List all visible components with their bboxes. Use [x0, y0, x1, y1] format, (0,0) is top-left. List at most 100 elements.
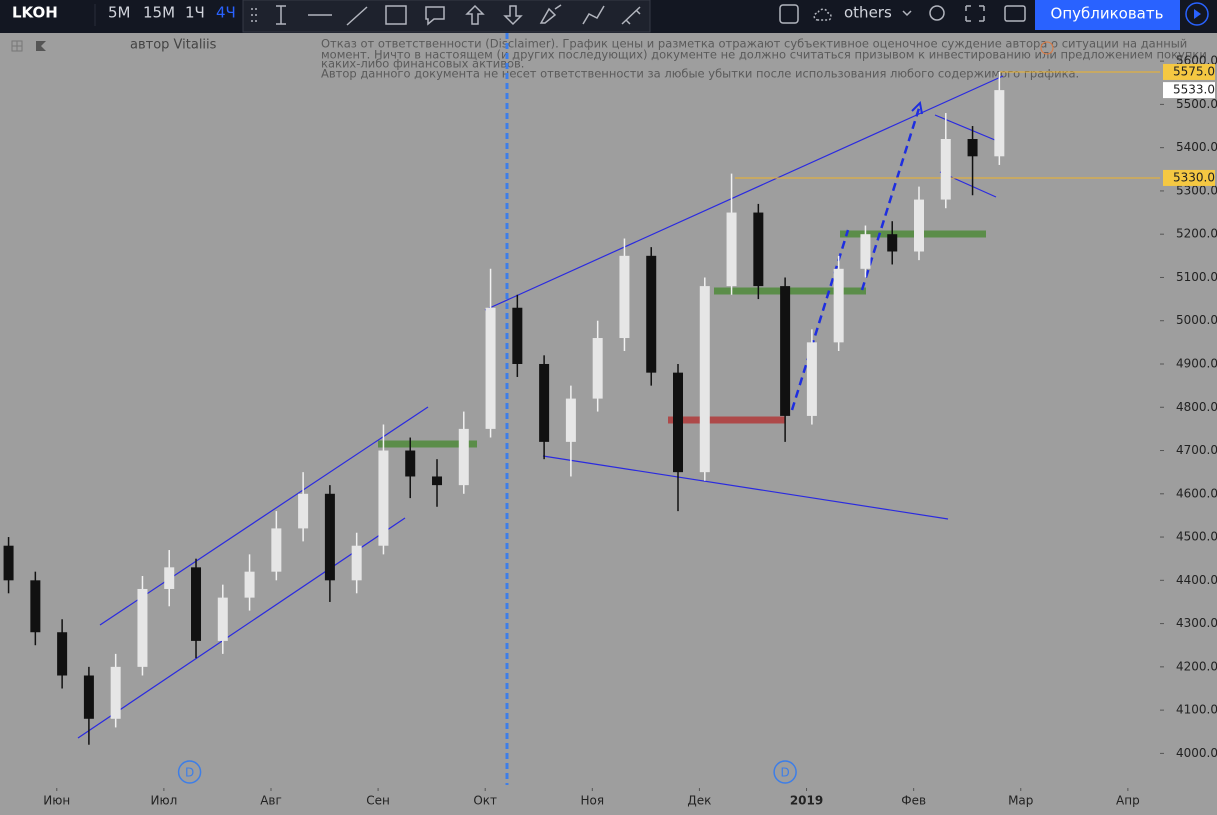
- candle-body: [191, 567, 202, 641]
- price-label-box: [1163, 63, 1215, 80]
- y-tick-label: 4200.0: [1176, 659, 1217, 673]
- event-marker: [773, 760, 797, 784]
- candle-body: [539, 363, 550, 442]
- candle-body: [378, 450, 389, 546]
- play[interactable]: [1185, 2, 1209, 26]
- price-label: 5575.0: [1173, 64, 1215, 78]
- interval-active[interactable]: 4Ч: [216, 4, 236, 22]
- y-tick-label: 5300.0: [1176, 183, 1217, 197]
- y-tick-label: 5500.0: [1176, 97, 1217, 111]
- x-tick-label: Ноя: [581, 794, 605, 808]
- candle-body: [485, 307, 496, 429]
- checkbox[interactable]: [779, 4, 799, 24]
- interval[interactable]: 5М: [108, 4, 131, 22]
- candle-body: [914, 199, 925, 252]
- price-label: 5533.0: [1173, 83, 1215, 97]
- candle-body: [324, 493, 335, 581]
- trend-line: [484, 75, 1004, 311]
- candle-body: [217, 597, 228, 641]
- candle-body: [137, 588, 148, 667]
- trend-line: [99, 406, 429, 626]
- y-tick-label: 5200.0: [1176, 227, 1217, 241]
- candle-body: [967, 139, 978, 157]
- fullscreen[interactable]: [965, 5, 985, 22]
- play-icon: [1194, 9, 1201, 19]
- candle-body: [592, 338, 603, 399]
- trend-line: [542, 455, 949, 520]
- y-tick-label: 4500.0: [1176, 530, 1217, 544]
- x-tick-label: Авг: [260, 794, 282, 808]
- candle-body: [887, 234, 898, 252]
- y-tick-label: 4300.0: [1176, 616, 1217, 630]
- event-marker: [177, 760, 202, 784]
- arrow-head: [911, 100, 923, 115]
- y-tick-label: 4400.0: [1176, 573, 1217, 587]
- candle-body: [244, 571, 255, 598]
- drawing-toolbar: [242, 0, 651, 33]
- flag-icon[interactable]: [36, 41, 46, 51]
- candle-body: [833, 268, 844, 343]
- symbol[interactable]: LKOH: [12, 4, 58, 22]
- candle-body: [110, 666, 121, 719]
- candle-body: [30, 580, 41, 633]
- candle-body: [57, 632, 68, 676]
- publish-label[interactable]: Опубликовать: [1051, 5, 1164, 23]
- x-tick-label: Мар: [1008, 794, 1033, 808]
- chart-type[interactable]: others: [844, 4, 892, 22]
- drawing-tools[interactable]: [251, 4, 641, 26]
- y-tick-label: 5400.0: [1176, 140, 1217, 154]
- candle-body: [351, 545, 362, 581]
- x-tick-label: Июл: [151, 794, 178, 808]
- y-tick-label: 4600.0: [1176, 486, 1217, 500]
- x-tick-label: Окт: [473, 794, 497, 808]
- x-tick-label: Дек: [687, 794, 711, 808]
- expand-icon[interactable]: [11, 40, 23, 52]
- y-tick-label: 4700.0: [1176, 443, 1217, 457]
- y-tick-label: 5100.0: [1176, 270, 1217, 284]
- trend-line: [77, 517, 406, 739]
- event-label: D: [780, 766, 789, 780]
- x-tick-label: Апр: [1116, 794, 1140, 808]
- disclaimer-line: Автор данного документа не несет ответст…: [321, 67, 1079, 81]
- price-label-box: [1163, 82, 1215, 99]
- dropdown-arrow: [902, 10, 912, 17]
- disclaimer-line: момент. Ничто в настоящем (и других посл…: [321, 48, 1207, 62]
- disclaimer-line: Отказ от ответственности (Disclaimer). Г…: [321, 37, 1187, 51]
- candle-body: [298, 493, 309, 529]
- y-tick-label: 4800.0: [1176, 400, 1217, 414]
- candle-body: [646, 255, 657, 373]
- candle-body: [780, 286, 791, 416]
- plot: 4000.0 4100.0 4200.0 4300.0 4400.0 4500.0 4600…: [3, 54, 1217, 808]
- interval[interactable]: 15М: [143, 4, 175, 22]
- candle-body: [3, 545, 14, 581]
- y-tick-label: 4000.0: [1176, 746, 1217, 760]
- candle-body: [432, 476, 443, 486]
- price-label-box: [1163, 169, 1215, 186]
- candle-body: [458, 428, 469, 486]
- x-tick-label: Фев: [901, 794, 926, 808]
- y-tick-label: 4900.0: [1176, 356, 1217, 370]
- screenshot[interactable]: [1004, 5, 1026, 22]
- author: автор Vitaliis: [130, 38, 217, 53]
- interval[interactable]: 1Ч: [185, 4, 205, 22]
- y-tick-label: 5000.0: [1176, 313, 1217, 327]
- alert-icon[interactable]: [1040, 41, 1054, 55]
- candle-body: [940, 139, 951, 200]
- x-tick-label: 2019: [790, 794, 823, 808]
- disclaimer-line: каких-либо финансовых активов.: [321, 57, 524, 71]
- candle-body: [512, 307, 523, 364]
- x-tick-label: Сен: [366, 794, 390, 808]
- event-label: D: [185, 766, 194, 780]
- candle-body: [271, 528, 282, 572]
- candle-body: [673, 372, 684, 473]
- projection-arrow: [860, 104, 922, 291]
- price-label: 5330.0: [1173, 170, 1215, 184]
- x-tick-label: Июн: [43, 794, 70, 808]
- settings[interactable]: [929, 5, 945, 21]
- publish-button[interactable]: [1035, 0, 1180, 30]
- candle-body: [806, 342, 817, 416]
- candle-body: [619, 255, 630, 339]
- candle-body: [405, 450, 416, 477]
- candle-body: [565, 398, 576, 442]
